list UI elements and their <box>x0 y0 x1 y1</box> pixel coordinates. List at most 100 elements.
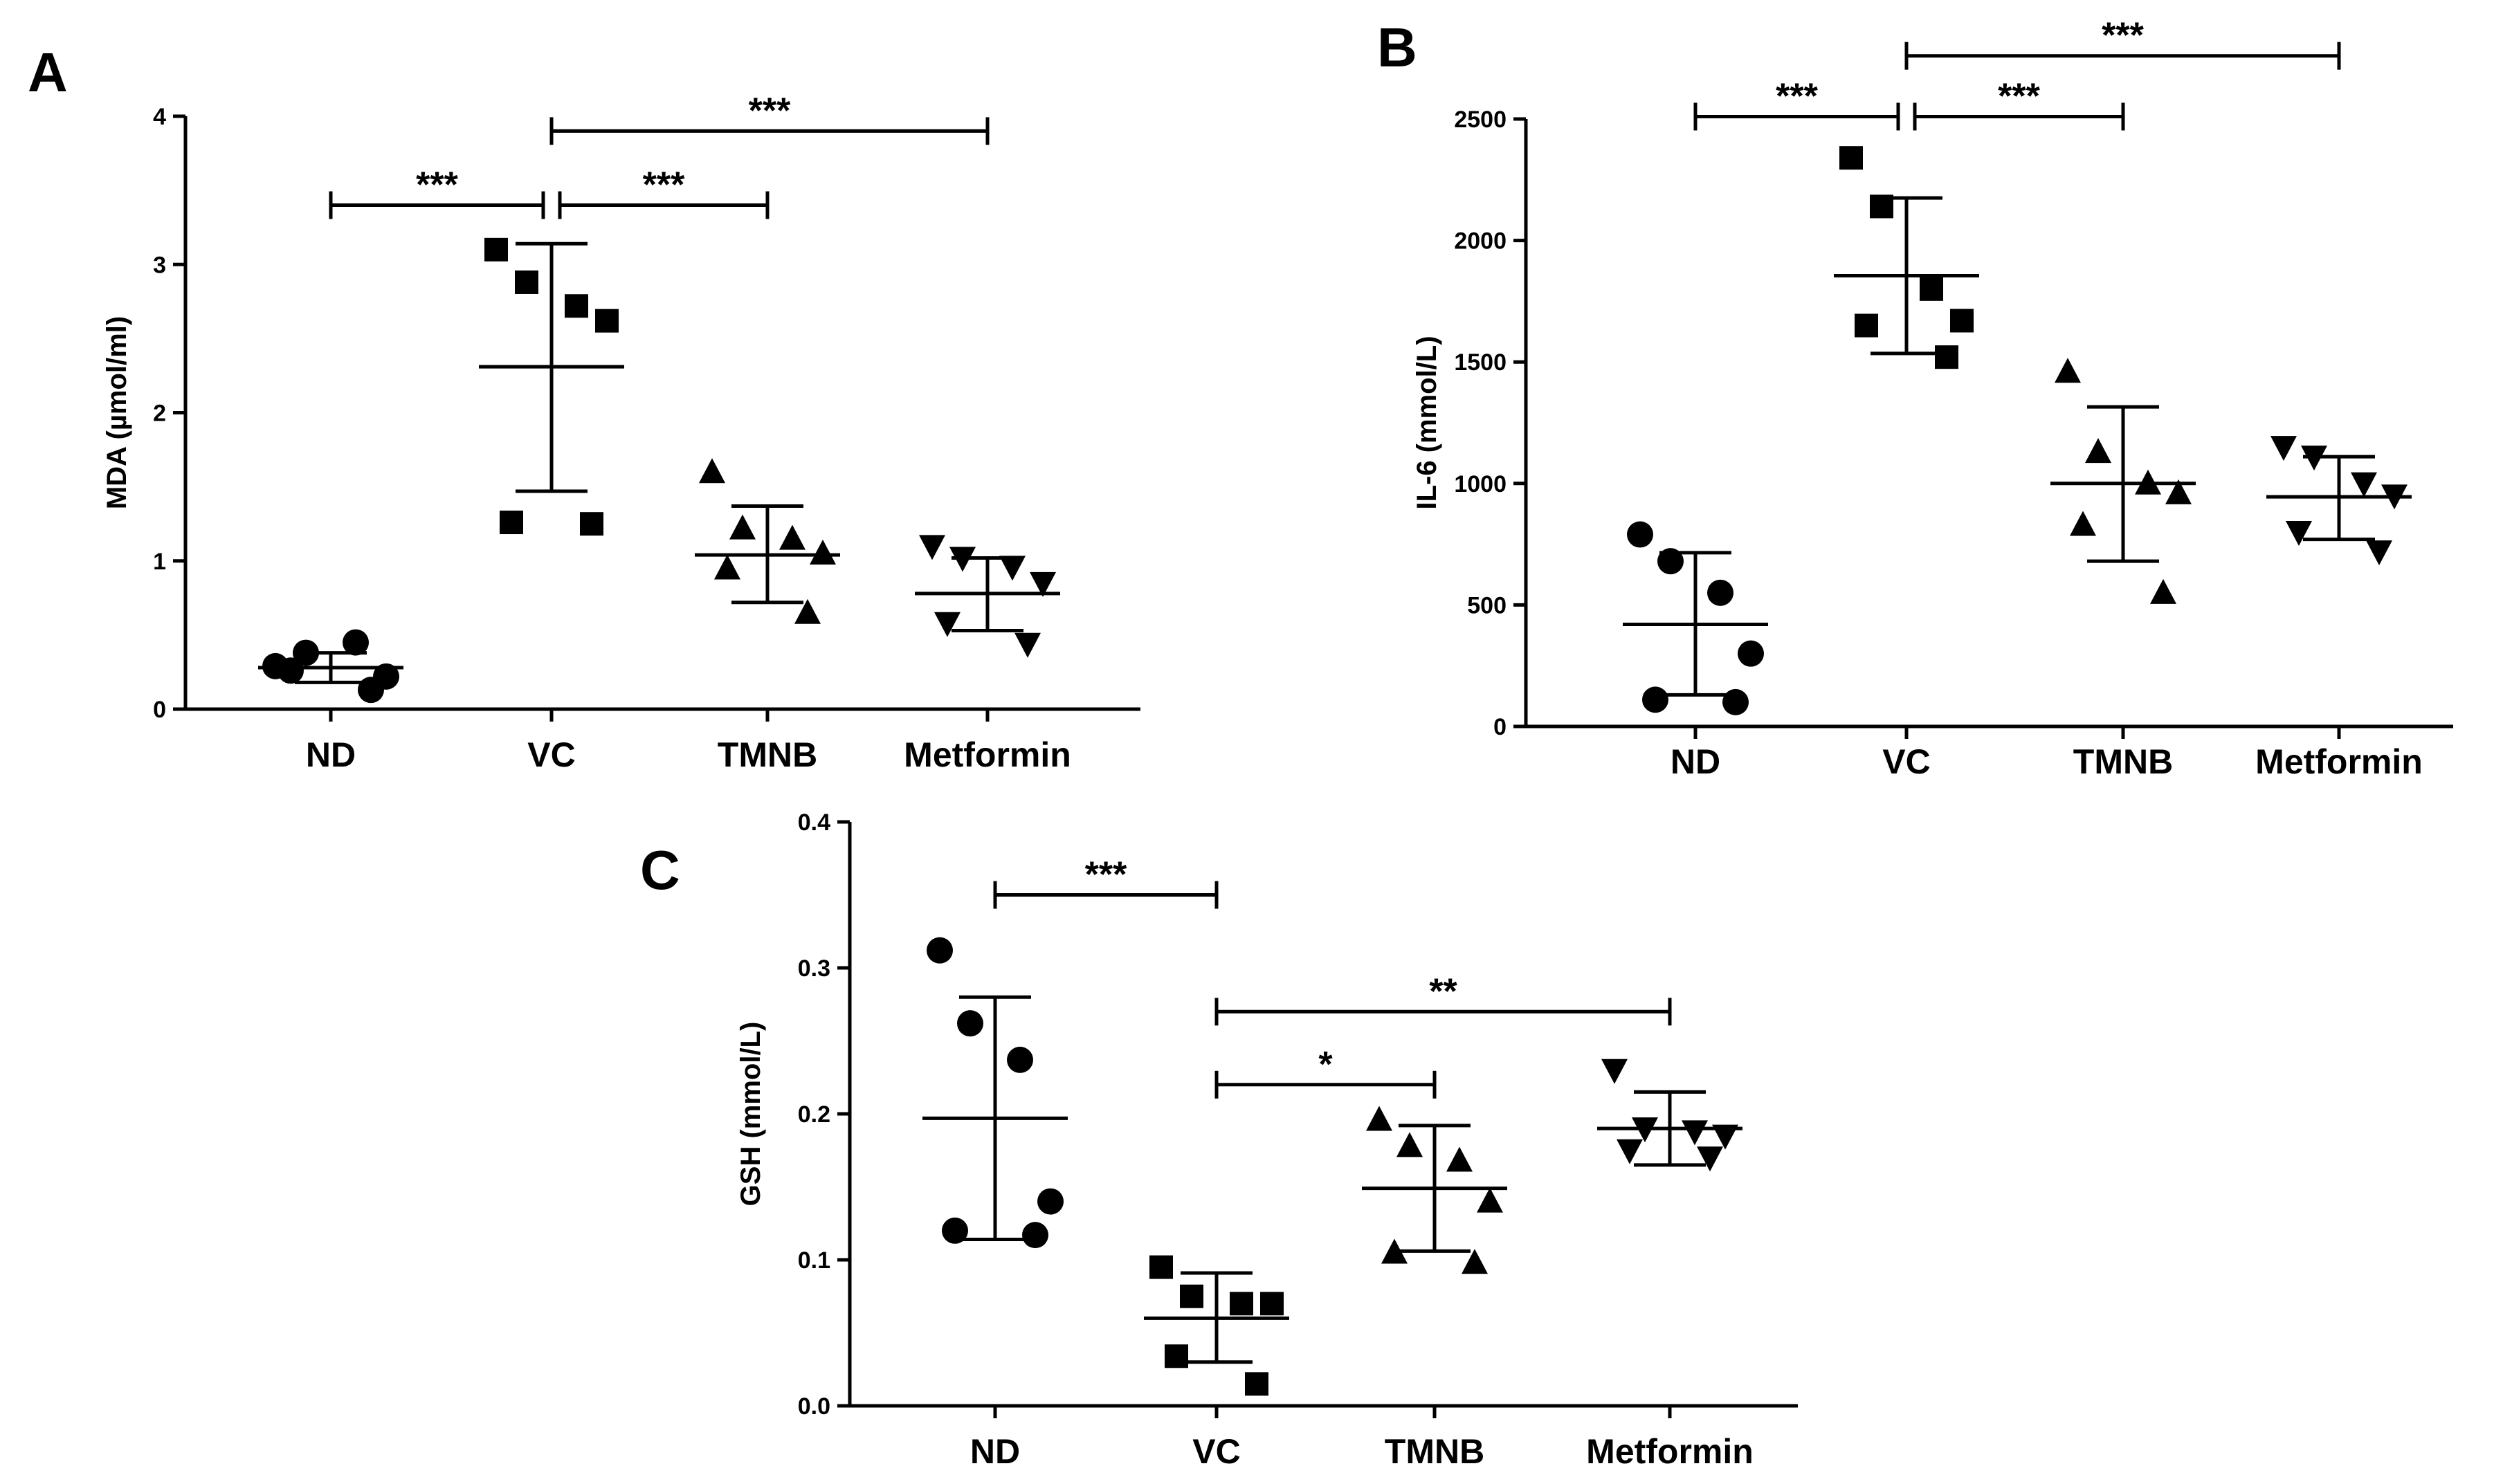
x-tick-label: Metformin <box>1586 1432 1754 1471</box>
data-point <box>1657 548 1684 575</box>
data-point <box>2055 358 2081 383</box>
data-point <box>2150 578 2176 604</box>
data-point <box>1839 146 1863 170</box>
significance-label: *** <box>2102 16 2144 56</box>
data-point <box>1462 1249 1488 1274</box>
data-point <box>1022 1222 1048 1249</box>
data-point <box>1617 1139 1643 1164</box>
significance-label: ** <box>1429 971 1457 1011</box>
y-tick-label: 4 <box>153 104 166 130</box>
panel-letter-c: C <box>640 839 680 901</box>
data-point <box>934 612 961 637</box>
panel-a-mda-chart: 0 1 2 3 4 MDA (µmol/ml) ND VC TMNB Metformin *** **… <box>102 91 1140 774</box>
data-point <box>1697 1146 1723 1172</box>
y-tick-label: 0 <box>153 697 166 723</box>
x-tick-label: VC <box>527 735 575 774</box>
x-tick-label: TMNB <box>1385 1432 1484 1471</box>
significance-label: *** <box>643 165 685 205</box>
x-tick-label: VC <box>1192 1432 1240 1471</box>
data-point <box>1477 1187 1503 1213</box>
data-point <box>1260 1292 1284 1316</box>
y-tick-label: 1500 <box>1454 349 1507 376</box>
data-point <box>500 511 523 535</box>
data-point <box>1855 313 1878 338</box>
data-point <box>794 598 821 624</box>
y-tick-label: 0.4 <box>798 809 830 836</box>
y-axis-label: IL-6 (mmol/L) <box>1412 336 1442 509</box>
data-point <box>1627 521 1653 548</box>
data-point <box>1446 1146 1473 1172</box>
panel-letter-a: A <box>28 42 68 103</box>
significance-label: *** <box>1085 855 1127 895</box>
significance-label: *** <box>1776 76 1818 116</box>
y-tick-label: 0 <box>1493 714 1507 740</box>
data-point <box>2270 436 2297 461</box>
data-point <box>515 270 538 294</box>
panel-b-il6-chart: 0 500 1000 1500 2000 2500 IL-6 (mmol/L) ND VC TMN… <box>1412 16 2453 781</box>
data-point <box>1396 1132 1423 1157</box>
data-point <box>565 294 588 318</box>
data-point <box>1682 1120 1708 1146</box>
data-point <box>927 937 953 964</box>
data-point <box>2366 540 2392 566</box>
x-tick-label: Metformin <box>2255 742 2423 781</box>
data-point <box>1180 1284 1203 1308</box>
data-point <box>2165 479 2192 504</box>
y-tick-label: 0.0 <box>798 1393 830 1420</box>
x-tick-label: TMNB <box>2073 742 2173 781</box>
data-point <box>484 237 508 262</box>
y-tick-label: 2 <box>153 401 166 427</box>
data-point <box>1950 309 1974 333</box>
data-point <box>1722 688 1749 715</box>
data-point <box>2351 472 2377 497</box>
y-tick-label: 500 <box>1467 592 1507 619</box>
data-point <box>1935 345 1958 369</box>
x-tick-label: Metformin <box>904 735 1071 774</box>
data-point <box>2070 511 2096 536</box>
y-tick-label: 2500 <box>1454 107 1507 133</box>
y-tick-label: 0.2 <box>798 1101 830 1128</box>
data-point <box>1707 579 1733 606</box>
data-point <box>1030 571 1056 597</box>
x-tick-label: ND <box>970 1432 1020 1471</box>
data-point <box>999 556 1026 581</box>
data-point <box>919 535 945 560</box>
data-point <box>2286 521 2312 547</box>
data-point <box>779 524 806 550</box>
data-point <box>358 677 384 704</box>
y-tick-label: 0.1 <box>798 1247 830 1274</box>
x-tick-label: ND <box>1671 742 1720 781</box>
significance-label: * <box>1318 1045 1333 1085</box>
data-point <box>343 629 369 656</box>
data-point <box>810 540 836 565</box>
data-point <box>2085 438 2111 464</box>
y-axis-label: MDA (µmol/ml) <box>102 316 132 509</box>
data-point <box>699 458 725 484</box>
data-point <box>580 512 603 536</box>
x-tick-label: VC <box>1882 742 1930 781</box>
data-point <box>729 514 756 540</box>
data-point <box>1738 640 1764 667</box>
data-point <box>1366 1106 1392 1131</box>
data-point <box>1601 1059 1628 1084</box>
data-point <box>1920 277 1943 301</box>
y-tick-label: 1 <box>153 549 166 575</box>
data-point <box>1014 632 1041 658</box>
y-tick-label: 0.3 <box>798 955 830 982</box>
panel-letter-b: B <box>1377 17 1417 78</box>
data-point <box>1642 686 1668 713</box>
significance-label: *** <box>749 91 791 131</box>
significance-label: *** <box>416 165 458 205</box>
data-point <box>1712 1124 1738 1150</box>
data-point <box>595 309 619 333</box>
data-point <box>1230 1292 1253 1316</box>
data-point <box>1381 1238 1408 1264</box>
data-point <box>1037 1188 1064 1215</box>
data-point <box>1245 1372 1268 1396</box>
panel-c-gsh-chart: 0.0 0.1 0.2 0.3 0.4 GSH (mmol/L) ND VC TMNB Metfo… <box>736 809 1798 1471</box>
data-point <box>277 657 304 684</box>
data-point <box>1149 1255 1173 1279</box>
x-tick-label: ND <box>306 735 356 774</box>
x-tick-label: TMNB <box>718 735 817 774</box>
